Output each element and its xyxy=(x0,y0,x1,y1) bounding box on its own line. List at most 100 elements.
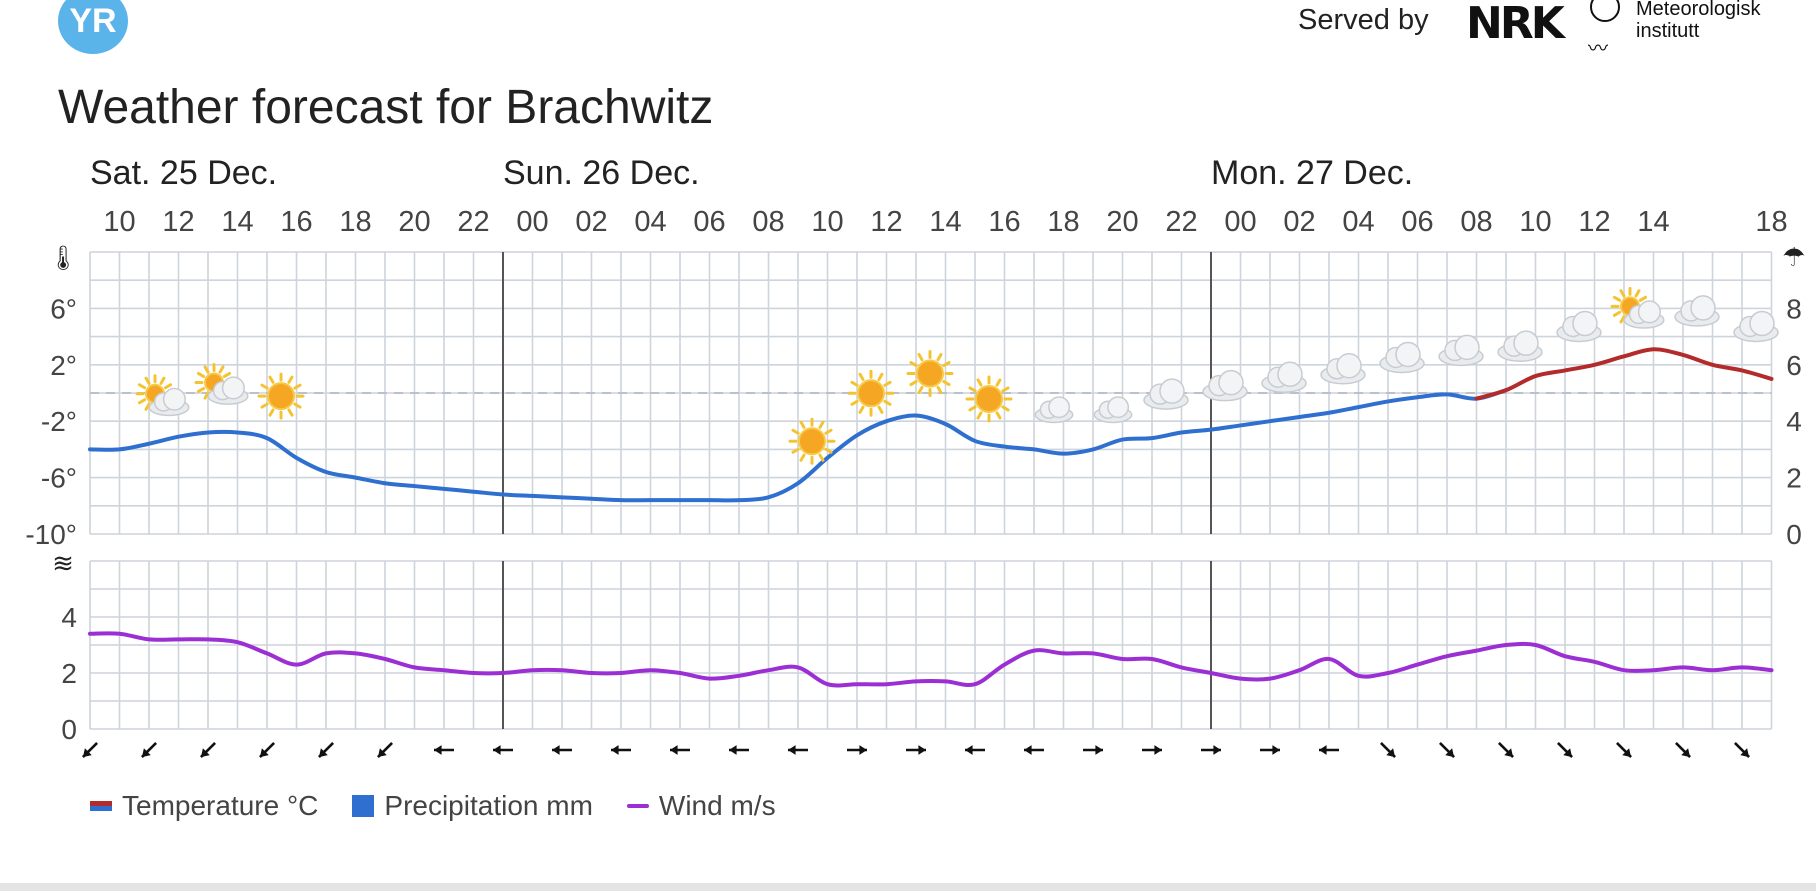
precipitation-tick-label: 8 xyxy=(1786,293,1802,324)
umbrella-icon: ☂ xyxy=(1782,242,1805,272)
wind-direction-arrow xyxy=(906,745,926,755)
page-title: Weather forecast for Brachwitz xyxy=(58,81,714,134)
wind-line xyxy=(88,631,1774,688)
temperature-line-warm xyxy=(1474,347,1774,401)
wind-direction-arrow xyxy=(1142,745,1162,755)
temperature-tick-label: 6° xyxy=(50,293,77,324)
moon-icon xyxy=(389,427,404,456)
legend-precipitation[interactable]: Precipitation mm xyxy=(352,790,593,822)
wind-direction-arrow xyxy=(729,745,749,755)
hour-tick-label: 12 xyxy=(1578,206,1610,238)
sun-icon xyxy=(906,350,954,398)
met-logo-icon xyxy=(1590,0,1620,22)
partly-cloudy-day-icon xyxy=(135,374,190,417)
met-line1: Meteorologisk xyxy=(1636,0,1761,20)
hour-tick-label: 08 xyxy=(752,206,784,238)
temperature-tick-label: -2° xyxy=(41,406,77,437)
moon-icon xyxy=(330,415,345,444)
nrk-logo[interactable]: NRK xyxy=(1466,0,1565,49)
wind-tick-label: 4 xyxy=(61,602,77,633)
hour-tick-label: 18 xyxy=(1755,206,1787,238)
hour-tick-label: 00 xyxy=(1224,206,1256,238)
wind-direction-arrow xyxy=(200,742,216,758)
hour-tick-label: 08 xyxy=(1460,206,1492,238)
cloud-icon xyxy=(1143,378,1189,410)
wind-direction-arrow xyxy=(552,745,572,755)
hour-tick-label: 22 xyxy=(457,206,489,238)
day-label: Mon. 27 Dec. xyxy=(1211,154,1413,192)
hour-tick-label: 04 xyxy=(1342,206,1374,238)
partly-cloudy-night-icon xyxy=(1032,390,1074,424)
partly-cloudy-day-icon xyxy=(1610,286,1665,329)
wind-direction-arrow xyxy=(434,745,454,755)
wind-direction-arrow xyxy=(1439,742,1455,758)
wind-direction-arrow xyxy=(493,745,513,755)
hour-tick-label: 14 xyxy=(221,206,253,238)
precipitation-tick-label: 6 xyxy=(1786,350,1802,381)
wind-direction-arrow xyxy=(1498,742,1514,758)
legend-temperature[interactable]: Temperature °C xyxy=(90,790,318,822)
sun-icon xyxy=(965,375,1013,423)
partly-cloudy-day-icon xyxy=(194,362,249,405)
wind-direction-arrow xyxy=(1083,745,1103,755)
wind-direction-arrow xyxy=(82,742,98,758)
hour-tick-label: 10 xyxy=(811,206,843,238)
hour-tick-label: 20 xyxy=(1106,206,1138,238)
cloud-icon xyxy=(1320,352,1366,385)
legend-precipitation-label: Precipitation mm xyxy=(384,790,593,821)
partly-cloudy-night-icon xyxy=(1091,390,1133,424)
temperature-tick-label: -6° xyxy=(41,463,77,494)
met-institute-logo[interactable]: Meteorologisk institutt xyxy=(1636,0,1761,42)
precipitation-tick-label: 2 xyxy=(1786,463,1802,494)
chart-legend: Temperature °C Precipitation mm Wind m/s xyxy=(90,790,776,822)
hour-tick-label: 04 xyxy=(634,206,666,238)
day-label: Sun. 26 Dec. xyxy=(503,154,700,192)
cloud-icon xyxy=(1202,369,1248,402)
page-bottom-bar xyxy=(0,883,1816,891)
wind-direction-arrow xyxy=(259,742,275,758)
wind-direction-arrow xyxy=(141,742,157,758)
wind-direction-arrow xyxy=(1319,745,1339,755)
hour-tick-label: 02 xyxy=(1283,206,1315,238)
temperature-swatch xyxy=(90,801,112,811)
hour-tick-label: 06 xyxy=(1401,206,1433,238)
wind-direction-arrow xyxy=(1260,745,1280,755)
wind-direction-arrow xyxy=(1201,745,1221,755)
legend-wind[interactable]: Wind m/s xyxy=(626,790,776,822)
cloud-icon xyxy=(1497,330,1543,362)
moon-icon xyxy=(684,444,699,473)
hour-tick-label: 16 xyxy=(280,206,312,238)
wind-direction-arrow xyxy=(670,745,690,755)
temperature-tick-label: -10° xyxy=(25,519,77,550)
temperature-tick-label: 2° xyxy=(50,350,77,381)
cloud-icon xyxy=(1261,361,1307,393)
wind-swatch xyxy=(626,804,649,808)
precipitation-tick-label: 4 xyxy=(1786,406,1802,437)
sun-icon xyxy=(788,417,836,465)
hour-tick-label: 12 xyxy=(162,206,194,238)
moon-icon xyxy=(448,432,463,461)
moon-icon xyxy=(566,441,581,470)
hour-tick-label: 14 xyxy=(929,206,961,238)
wind-tick-label: 2 xyxy=(61,658,77,689)
hour-tick-label: 10 xyxy=(1519,206,1551,238)
hour-tick-label: 18 xyxy=(339,206,371,238)
cloud-icon xyxy=(1556,310,1602,343)
hour-tick-label: 02 xyxy=(575,206,607,238)
precipitation-tick-label: 0 xyxy=(1786,519,1802,550)
hour-tick-label: 06 xyxy=(693,206,725,238)
hour-tick-label: 16 xyxy=(988,206,1020,238)
hour-tick-label: 10 xyxy=(103,206,135,238)
precipitation-swatch xyxy=(352,795,375,817)
wind-direction-arrow xyxy=(1024,745,1044,755)
met-wave-icon: 〰 xyxy=(1588,38,1608,60)
wind-direction-arrow xyxy=(1616,742,1632,758)
hour-tick-label: 12 xyxy=(870,206,902,238)
forecast-chart: Sat. 25 Dec. Sun. 26 Dec. Mon. 27 Dec. 10 12… xyxy=(25,154,1806,758)
yr-logo[interactable]: YR xyxy=(58,0,128,54)
legend-temperature-label: Temperature °C xyxy=(122,790,319,821)
wind-direction-arrow xyxy=(847,745,867,755)
wind-direction-arrow xyxy=(1675,742,1691,758)
met-line2: institutt xyxy=(1636,20,1700,42)
wind-direction-arrow xyxy=(318,742,334,758)
